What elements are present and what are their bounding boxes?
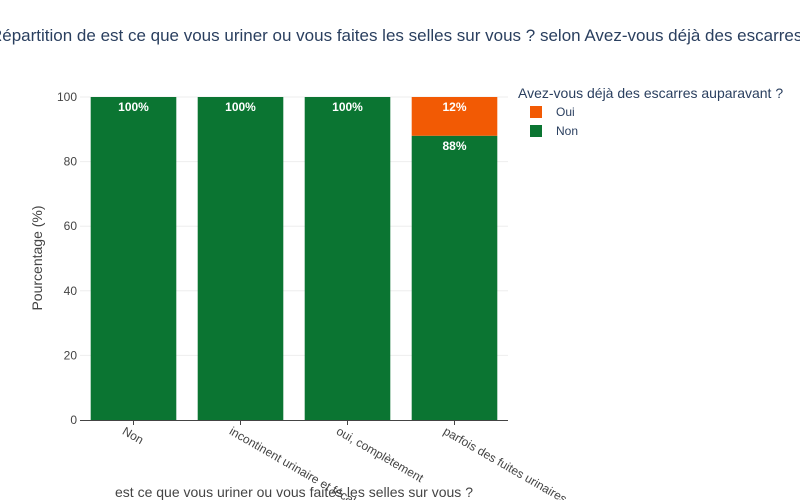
chart-title: Répartition de est ce que vous uriner ou… <box>0 26 800 45</box>
legend-swatch-non <box>530 125 542 137</box>
bars <box>90 97 498 420</box>
x-tick-label: Non <box>120 424 146 447</box>
bar-value-label: 100% <box>225 100 256 114</box>
bar-non-0 <box>90 97 177 420</box>
legend-label-oui: Oui <box>556 105 575 119</box>
bar-value-label: 12% <box>442 100 466 114</box>
legend-label-non: Non <box>556 124 578 138</box>
data-labels: 100% 100% 100% 88% 12% <box>118 100 467 153</box>
bar-oui-3 <box>411 97 498 136</box>
legend-title: Avez-vous déjà des escarres auparavant ? <box>518 85 783 101</box>
y-tick-label: 100 <box>57 90 77 104</box>
bar-value-label: 100% <box>118 100 149 114</box>
bar-value-label: 100% <box>332 100 363 114</box>
bar-value-label: 88% <box>442 139 466 153</box>
bar-non-3 <box>411 135 498 420</box>
y-axis-ticks: 0 20 40 60 80 100 <box>57 90 77 427</box>
x-tick-label: oui, complètement <box>334 424 426 485</box>
y-tick-label: 0 <box>70 413 77 427</box>
y-tick-label: 20 <box>64 348 78 362</box>
y-tick-label: 60 <box>64 219 78 233</box>
bar-non-1 <box>197 97 284 420</box>
legend-swatch-oui <box>530 106 542 118</box>
legend-items: Oui Non <box>530 105 578 138</box>
y-tick-label: 80 <box>64 155 78 169</box>
y-tick-label: 40 <box>64 284 78 298</box>
x-axis-title: est ce que vous uriner ou vous faites le… <box>115 484 473 500</box>
legend: Avez-vous déjà des escarres auparavant ?… <box>518 85 783 138</box>
y-axis-title: Pourcentage (%) <box>29 205 45 310</box>
bar-non-2 <box>304 97 391 420</box>
